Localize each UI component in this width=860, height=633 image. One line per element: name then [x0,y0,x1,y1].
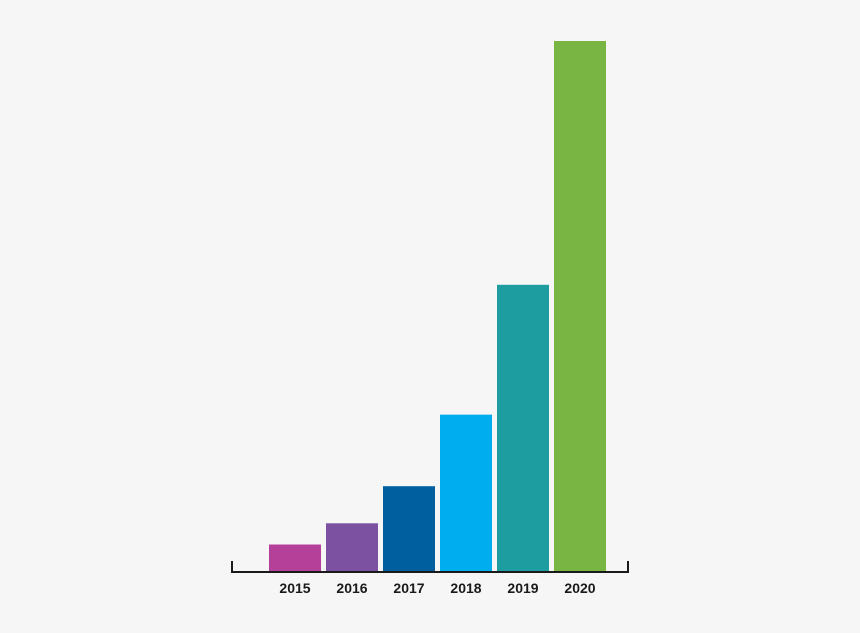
x-tick-label-2020: 2020 [564,580,595,596]
bar-2019 [497,284,549,571]
x-tick-label-2019: 2019 [507,580,538,596]
x-tick-label-2016: 2016 [336,580,367,596]
x-tick-label-2018: 2018 [450,580,481,596]
bar-2015 [269,544,321,571]
bar-2017 [383,486,435,571]
x-tick-label-2017: 2017 [393,580,424,596]
x-tick-labels: 2015 2016 2017 2018 2019 2020 [279,580,595,596]
bar-2016 [326,523,378,571]
x-tick-label-2015: 2015 [279,580,310,596]
x-axis [231,561,629,573]
bars [269,41,606,571]
bar-2018 [440,414,492,571]
bar-2020 [554,41,606,571]
